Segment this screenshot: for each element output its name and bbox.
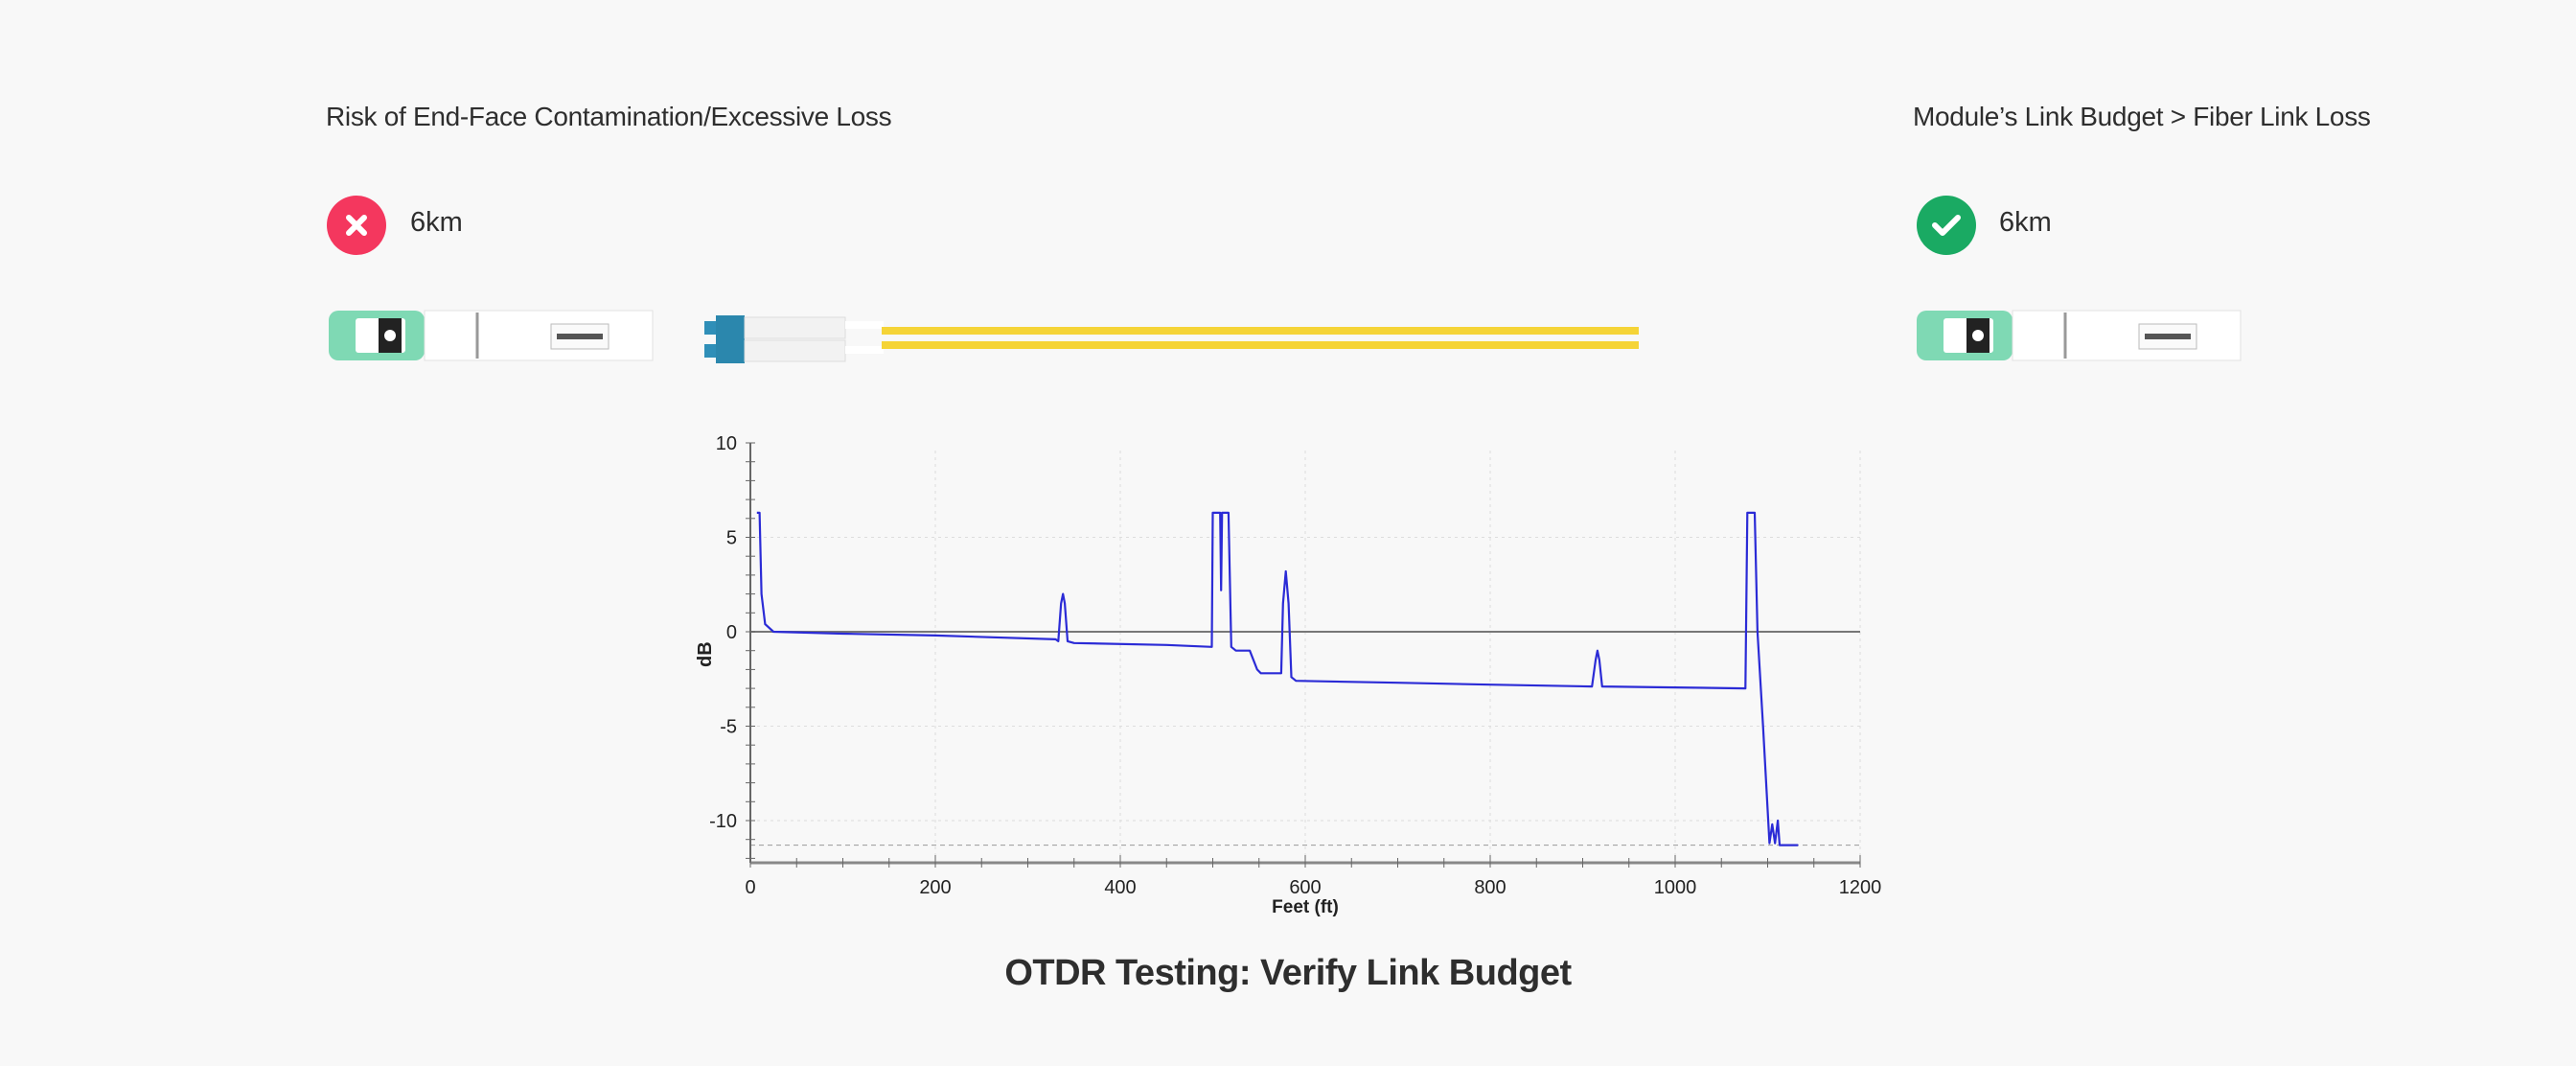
link-illustration xyxy=(327,309,2242,364)
right-heading: Module’s Link Budget > Fiber Link Loss xyxy=(1913,102,2371,131)
left-heading: Risk of End-Face Contamination/Excessive… xyxy=(326,102,892,131)
svg-text:-5: -5 xyxy=(720,717,737,738)
caption-title: OTDR Testing: Verify Link Budget xyxy=(1004,953,1572,993)
svg-text:10: 10 xyxy=(716,433,737,454)
svg-text:800: 800 xyxy=(1474,877,1506,898)
right-distance: 6km xyxy=(1999,207,2052,238)
fiber-strand-bottom xyxy=(882,341,1639,349)
svg-text:-10: -10 xyxy=(709,811,737,832)
svg-text:0: 0 xyxy=(745,877,755,898)
fiber-strand-top xyxy=(882,327,1639,335)
svg-text:400: 400 xyxy=(1104,877,1136,898)
svg-text:600: 600 xyxy=(1289,877,1321,898)
svg-text:Feet (ft): Feet (ft) xyxy=(1272,897,1339,917)
svg-text:0: 0 xyxy=(726,622,737,643)
svg-text:1200: 1200 xyxy=(1839,877,1882,898)
svg-text:200: 200 xyxy=(919,877,951,898)
svg-text:5: 5 xyxy=(726,528,737,549)
left-distance: 6km xyxy=(410,207,463,238)
x-circle-icon xyxy=(327,196,386,255)
svg-text:1000: 1000 xyxy=(1654,877,1697,898)
check-circle-icon xyxy=(1917,196,1976,255)
svg-text:dB: dB xyxy=(695,641,716,667)
